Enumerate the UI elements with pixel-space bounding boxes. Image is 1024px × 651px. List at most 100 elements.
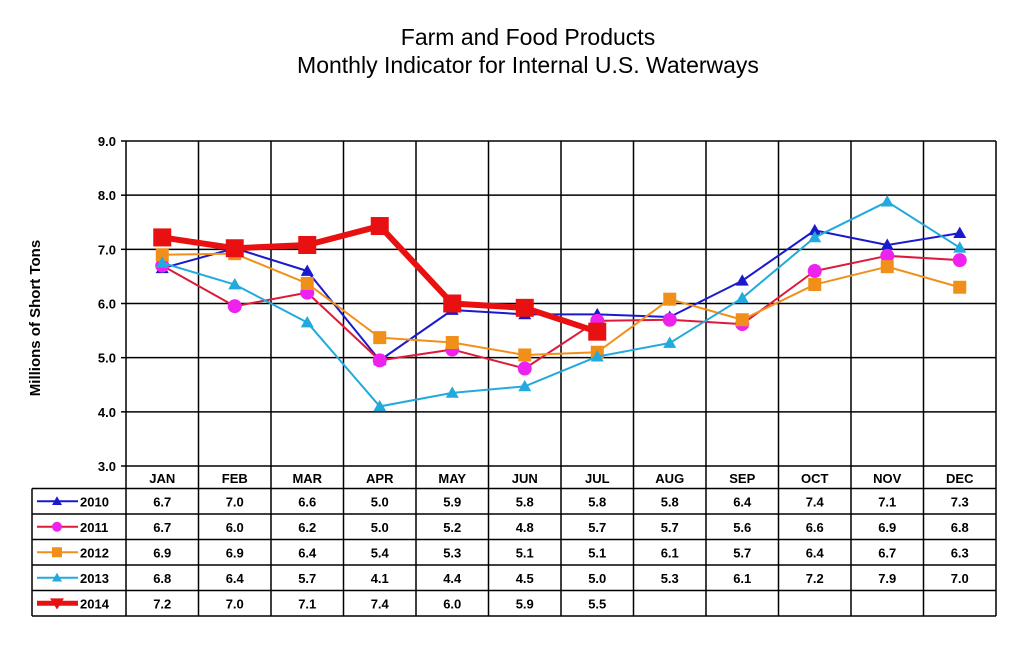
table-cell: 5.7: [588, 520, 606, 535]
table-cell: 7.2: [153, 596, 171, 611]
data-point: [300, 264, 314, 276]
table-cell: 7.4: [806, 494, 825, 509]
table-row: 2011 6.7 6.0 6.2 5.0 5.2 4.8 5.7 5.7 5.6 6.6 6.9 6.8: [37, 520, 969, 535]
data-point: [515, 298, 534, 317]
table-cell: 6.3: [951, 545, 969, 560]
table-cell: 5.8: [588, 494, 606, 509]
table-cell: 6.4: [298, 545, 317, 560]
y-axis-ticks: 3.0 4.0 5.0 6.0 7.0 8.0 9.0: [98, 134, 116, 474]
series-2013: [155, 195, 967, 412]
series-lines: [153, 195, 967, 412]
series-2012: [155, 247, 967, 362]
table-cell: 7.9: [878, 571, 896, 586]
table-cell: 6.8: [951, 520, 969, 535]
table-cell: 7.0: [226, 494, 244, 509]
data-point: [588, 322, 607, 341]
table-cell: 4.4: [443, 571, 462, 586]
data-point: [880, 195, 894, 207]
series-2014: [153, 217, 607, 341]
data-point: [372, 353, 387, 368]
table-cell: 5.0: [588, 571, 606, 586]
table-row: 2014 7.2 7.0 7.1 7.4 6.0 5.9 5.5: [37, 596, 606, 611]
table-cell: 7.0: [226, 596, 244, 611]
table-cell: 5.8: [516, 494, 534, 509]
legend-label: 2010: [80, 494, 109, 509]
table-cell: 6.2: [298, 520, 316, 535]
x-axis-categories: JAN FEB MAR APR MAY JUN JUL AUG SEP OCT NOV DEC: [149, 471, 974, 486]
data-point: [373, 331, 387, 345]
data-point: [590, 350, 604, 362]
category-label: DEC: [946, 471, 974, 486]
table-cell: 4.8: [516, 520, 534, 535]
data-point: [298, 236, 317, 254]
chart-title: Farm and Food Products: [400, 24, 656, 50]
table-cell: 5.4: [371, 545, 390, 560]
data-point: [373, 399, 387, 412]
data-point: [155, 248, 169, 262]
data-point: [952, 253, 967, 268]
legend-marker: [50, 598, 64, 610]
table-cell: 7.2: [806, 571, 824, 586]
series-line: [161, 200, 961, 408]
data-table: 2010 6.7 7.0 6.6 5.0 5.9 5.8 5.8 5.8 6.4 7.4 7.1 7.3…: [31, 487, 996, 617]
table-cell: 6.7: [878, 545, 896, 560]
category-label: FEB: [222, 471, 248, 486]
legend-marker: [52, 547, 62, 558]
table-cell: 7.3: [951, 494, 969, 509]
data-point: [443, 294, 462, 313]
category-label: SEP: [729, 471, 755, 486]
table-cell: 5.1: [516, 545, 534, 560]
category-label: MAR: [292, 471, 322, 486]
table-cell: 5.2: [443, 520, 461, 535]
table-cell: 6.0: [226, 520, 244, 535]
data-point: [880, 248, 895, 263]
legend-label: 2011: [80, 520, 108, 535]
legend-marker: [52, 572, 62, 582]
table-cell: 6.7: [153, 494, 171, 509]
category-label: MAY: [438, 471, 466, 486]
legend-label: 2013: [80, 571, 109, 586]
data-point: [300, 276, 314, 290]
table-cell: 7.0: [951, 571, 969, 586]
table-cell: 7.4: [371, 596, 390, 611]
chart-subtitle: Monthly Indicator for Internal U.S. Wate…: [297, 52, 759, 78]
ytick-label: 3.0: [98, 459, 116, 474]
data-point: [880, 238, 894, 250]
category-label: NOV: [873, 471, 902, 486]
category-label: AUG: [655, 471, 684, 486]
data-point: [953, 226, 967, 238]
data-point: [445, 386, 459, 398]
ytick-label: 8.0: [98, 188, 116, 203]
table-cell: 6.6: [298, 494, 316, 509]
legend-label: 2012: [80, 545, 109, 560]
table-cell: 5.9: [516, 596, 534, 611]
data-point: [807, 264, 822, 278]
table-cell: 7.1: [298, 596, 316, 611]
table-cell: 6.1: [733, 571, 751, 586]
category-label: APR: [366, 471, 394, 486]
data-point: [880, 260, 894, 274]
table-cell: 6.1: [661, 545, 679, 560]
table-cell: 4.5: [516, 571, 534, 586]
ytick-label: 7.0: [98, 242, 116, 257]
ytick-label: 4.0: [98, 405, 116, 420]
data-point: [228, 278, 242, 290]
table-cell: 6.4: [226, 571, 245, 586]
data-point: [663, 336, 677, 348]
data-point: [735, 291, 749, 303]
table-cell: 6.9: [226, 545, 244, 560]
data-point: [445, 336, 459, 349]
data-point: [808, 223, 822, 236]
table-cell: 5.7: [733, 545, 751, 560]
data-point: [153, 228, 172, 247]
table-cell: 5.0: [371, 494, 389, 509]
table-row: 2012 6.9 6.9 6.4 5.4 5.3 5.1 5.1 6.1 5.7 6.4 6.7 6.3: [37, 545, 969, 560]
data-point: [155, 256, 169, 268]
ytick-label: 6.0: [98, 297, 116, 312]
data-point: [663, 292, 677, 306]
data-point: [808, 230, 822, 243]
data-point: [662, 312, 677, 327]
ytick-label: 9.0: [98, 134, 116, 149]
data-point: [808, 278, 822, 292]
data-point: [517, 361, 532, 376]
